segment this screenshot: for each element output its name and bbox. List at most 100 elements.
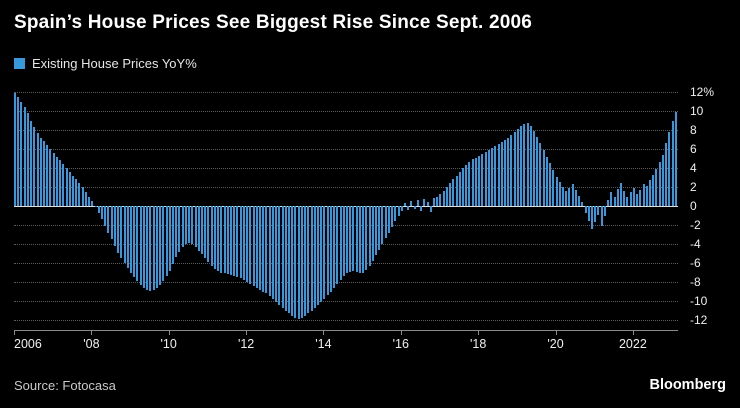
bar xyxy=(91,201,94,206)
bar xyxy=(439,193,442,206)
bar xyxy=(159,206,162,285)
bar xyxy=(468,162,471,206)
bar xyxy=(597,206,600,215)
x-tick xyxy=(91,331,93,335)
x-tick xyxy=(168,331,170,335)
bar xyxy=(233,206,236,277)
bar xyxy=(555,176,558,206)
bar xyxy=(503,140,506,206)
bar xyxy=(426,202,429,206)
bar xyxy=(594,206,597,223)
bar xyxy=(152,206,155,290)
y-tick-label: -10 xyxy=(690,294,708,308)
bar xyxy=(362,206,365,273)
bar xyxy=(94,206,97,207)
bar xyxy=(552,169,555,206)
bar xyxy=(568,187,571,206)
bar xyxy=(281,206,284,308)
bar xyxy=(578,195,581,206)
bar xyxy=(610,191,613,206)
bar xyxy=(316,206,319,305)
y-tick-label: -8 xyxy=(690,275,701,289)
bar xyxy=(171,206,174,264)
bar xyxy=(178,206,181,252)
gridline xyxy=(14,168,678,169)
gridline xyxy=(14,130,678,131)
bar xyxy=(20,101,23,206)
bar xyxy=(603,206,606,217)
bar xyxy=(168,206,171,271)
bar xyxy=(413,206,416,209)
x-tick-label: '18 xyxy=(470,337,487,351)
bar xyxy=(645,186,648,206)
bar xyxy=(333,206,336,288)
y-tick-label: 0 xyxy=(690,199,697,213)
bar xyxy=(165,206,168,277)
bar xyxy=(665,143,668,206)
bar xyxy=(442,190,445,206)
bar xyxy=(97,206,100,213)
y-tick-label: 12% xyxy=(690,85,715,99)
bar xyxy=(349,206,352,272)
bar xyxy=(46,145,49,206)
bar xyxy=(271,206,274,300)
bloomberg-logo: Bloomberg xyxy=(649,377,726,393)
bar xyxy=(249,206,252,284)
bar xyxy=(581,202,584,206)
bar xyxy=(500,142,503,206)
x-tick-label: 2006 xyxy=(14,337,42,351)
bar xyxy=(368,206,371,266)
bar xyxy=(420,206,423,211)
x-tick-label: '16 xyxy=(392,337,409,351)
bar xyxy=(632,187,635,206)
bar xyxy=(478,155,481,206)
bar xyxy=(433,198,436,206)
bar xyxy=(184,206,187,244)
bar xyxy=(30,120,33,206)
y-tick-label: 2 xyxy=(690,180,697,194)
bar xyxy=(275,206,278,302)
bar xyxy=(300,206,303,319)
bar xyxy=(323,206,326,300)
bar xyxy=(416,200,419,206)
bar xyxy=(191,206,194,244)
bar xyxy=(291,206,294,317)
y-tick-label: 4 xyxy=(690,161,697,175)
x-tick xyxy=(400,331,402,335)
x-tick xyxy=(478,331,480,335)
bar xyxy=(213,206,216,269)
bar xyxy=(223,206,226,274)
bar xyxy=(197,206,200,251)
bar xyxy=(142,206,145,288)
bar xyxy=(455,175,458,206)
x-tick xyxy=(323,331,325,335)
bar xyxy=(200,206,203,255)
y-tick-label: -12 xyxy=(690,313,708,327)
x-tick-label: '12 xyxy=(237,337,255,351)
bar xyxy=(120,206,123,259)
bar xyxy=(445,187,448,206)
bar xyxy=(497,144,500,206)
bar xyxy=(217,206,220,271)
bar xyxy=(536,136,539,206)
bar xyxy=(326,206,329,296)
bar xyxy=(661,154,664,206)
bar xyxy=(381,206,384,244)
bar-chart-plot-area xyxy=(14,92,678,321)
bar xyxy=(88,196,91,206)
bar xyxy=(265,206,268,294)
bar xyxy=(104,206,107,226)
gridline xyxy=(14,187,678,188)
bar xyxy=(294,206,297,319)
gridline xyxy=(14,282,678,283)
bar xyxy=(619,183,622,206)
x-tick-label: '10 xyxy=(160,337,177,351)
bar xyxy=(375,206,377,256)
bar xyxy=(162,206,165,282)
x-tick xyxy=(555,331,557,335)
bar xyxy=(188,206,191,244)
bar xyxy=(136,206,139,282)
bar xyxy=(484,151,487,206)
bar xyxy=(365,206,368,270)
bar xyxy=(52,152,55,206)
